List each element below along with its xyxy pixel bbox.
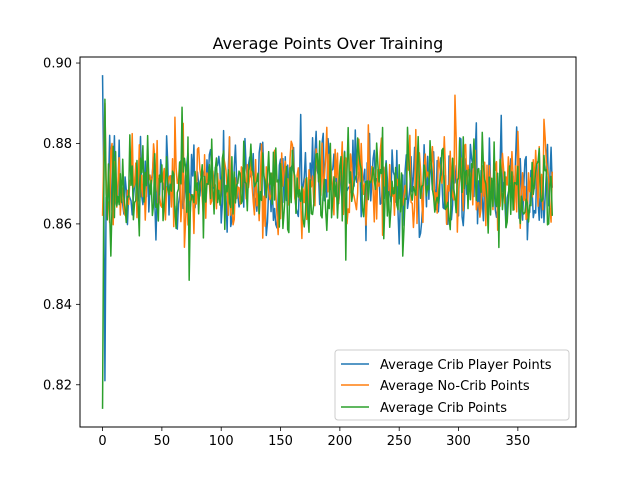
y-tick-label: 0.88 [43, 137, 72, 152]
series-line-1 [101, 94, 554, 249]
legend-label-crib-player: Average Crib Player Points [380, 358, 552, 373]
series-line-2 [101, 98, 554, 409]
x-tick-label: 150 [268, 434, 293, 449]
x-tick-label: 100 [209, 434, 234, 449]
y-tick-label: 0.86 [43, 217, 72, 232]
legend-label-crib: Average Crib Points [380, 401, 507, 416]
legend-box [334, 349, 570, 421]
plot-area-frame [79, 56, 577, 428]
x-tick-label: 200 [327, 434, 352, 449]
x-tick-label: 300 [446, 434, 471, 449]
chart-title: Average Points Over Training [213, 34, 444, 53]
x-axis: 0 50 100 150 200 250 300 350 [98, 427, 530, 449]
x-tick-label: 0 [98, 434, 106, 449]
y-tick-label: 0.90 [43, 57, 72, 72]
x-tick-label: 50 [154, 434, 171, 449]
y-tick-label: 0.82 [43, 378, 72, 393]
y-tick-label: 0.84 [43, 298, 72, 313]
legend-label-no-crib: Average No-Crib Points [380, 379, 530, 394]
y-axis: 0.82 0.84 0.86 0.88 0.90 [43, 57, 80, 393]
legend: Average Crib Player Points Average No-Cr… [334, 349, 570, 421]
series-group [101, 75, 554, 409]
x-tick-label: 250 [387, 434, 412, 449]
x-tick-label: 350 [505, 434, 530, 449]
